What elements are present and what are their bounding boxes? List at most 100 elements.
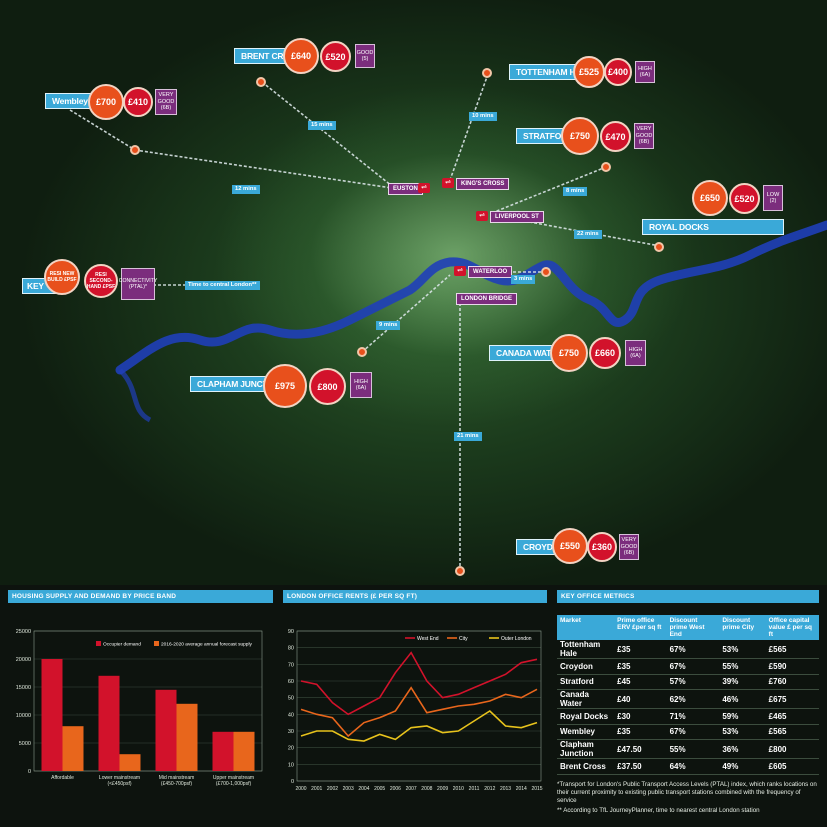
brent-location-marker — [256, 77, 266, 87]
metrics-header: Discount prime West End — [666, 615, 720, 640]
table-cell: 57% — [666, 674, 720, 690]
rents-y-tick: 40 — [288, 712, 294, 718]
table-row: Royal Docks £30 71% 59% £465 — [557, 708, 819, 725]
rents-series-outer-london — [300, 709, 538, 742]
croydon-time: 21 mins — [454, 432, 482, 441]
housing-y-tick: 20000 — [16, 657, 31, 663]
table-cell: Tottenham Hale — [557, 640, 615, 659]
table-cell: £760 — [765, 674, 819, 690]
table-cell: 55% — [719, 658, 766, 675]
rents-x-tick: 2006 — [390, 786, 401, 792]
stratford-second-hand-price: £470 — [600, 121, 631, 152]
rents-x-tick: 2001 — [311, 786, 322, 792]
table-row: Clapham Junction £47.50 55% 36% £800 — [557, 739, 819, 759]
housing-y-tick: 5000 — [19, 741, 31, 747]
table-cell: £30 — [614, 708, 667, 725]
table-cell: £35 — [614, 724, 667, 740]
rents-line-chart: 0 10 20 30 40 50 60 70 80 90 2000 2001 2002 2003 2004 2… — [288, 629, 543, 792]
table-cell: £35 — [614, 658, 667, 675]
clapham-new-build-price: £975 — [263, 364, 307, 408]
croydon-ptal: VERY GOOD (6B) — [619, 534, 639, 560]
clapham-ptal: HIGH (6A) — [350, 372, 372, 398]
table-cell: 67% — [666, 724, 720, 740]
table-cell: £47.50 — [614, 739, 667, 759]
metrics-panel: KEY OFFICE METRICS Market Prime office ER… — [557, 590, 819, 815]
footnote-journey: ** According to TfL JourneyPlanner, time… — [557, 806, 760, 814]
housing-bar-demand — [212, 731, 234, 771]
clapham-time: 9 mins — [376, 321, 401, 330]
housing-plot-frame — [33, 630, 263, 772]
tottenham-location-marker — [482, 68, 492, 78]
table-row: Tottenham Hale £35 67% 53% £565 — [557, 640, 819, 659]
rents-x-tick: 2009 — [437, 786, 448, 792]
table-cell: Brent Cross — [557, 758, 615, 775]
table-cell: Croydon — [557, 658, 615, 675]
table-cell: 36% — [719, 739, 766, 759]
kings-cross-station: KING'S CROSS — [456, 178, 510, 190]
table-cell: 59% — [719, 708, 766, 725]
table-cell: £35 — [614, 640, 667, 659]
metrics-header: Market — [557, 615, 615, 640]
table-cell: Wembley — [557, 724, 615, 740]
housing-title: HOUSING SUPPLY AND DEMAND BY PRICE BAND — [8, 590, 273, 603]
housing-bar-supply — [176, 703, 198, 771]
housing-legend-swatch — [96, 641, 101, 646]
royal-ptal: LOW (2) — [763, 185, 783, 211]
rents-y-tick: 50 — [288, 696, 294, 702]
euston-rail-icon: ⇌ — [418, 183, 430, 193]
housing-panel: HOUSING SUPPLY AND DEMAND BY PRICE BAND … — [8, 590, 273, 808]
housing-y-tick: 15000 — [16, 685, 31, 691]
metrics-header: Discount prime City — [719, 615, 766, 640]
wembley-location-marker — [130, 145, 140, 155]
tottenham-ptal: HIGH (6A) — [635, 61, 655, 83]
canada-location-marker — [541, 267, 551, 277]
canada-time: 3 mins — [511, 275, 536, 284]
river-branch — [118, 368, 152, 423]
wembley-time: 12 mins — [232, 185, 260, 194]
stratford-location-marker — [601, 162, 611, 172]
canada-new-build-price: £750 — [550, 334, 588, 372]
table-row: Canada Water £40 62% 46% £675 — [557, 689, 819, 709]
table-cell: 46% — [719, 689, 766, 709]
rents-y-tick: 0 — [291, 779, 294, 785]
table-cell: 71% — [666, 708, 720, 725]
rents-y-tick: 70 — [288, 662, 294, 668]
housing-legend-label: Occupier demand — [103, 642, 141, 648]
london-bridge-station: LONDON BRIDGE — [456, 293, 517, 305]
croydon-new-build-price: £550 — [552, 528, 588, 564]
royal-time: 22 mins — [574, 230, 602, 239]
liverpool-station: LIVERPOOL ST — [490, 211, 544, 223]
table-cell: £565 — [765, 640, 819, 659]
table-cell: £40 — [614, 689, 667, 709]
brent-time: 15 mins — [308, 121, 336, 130]
river-thames — [115, 220, 827, 375]
wembley-second-hand-price: £410 — [123, 87, 153, 117]
rents-x-tick: 2010 — [453, 786, 464, 792]
housing-x-tick: Upper mainstream (£700-1,000psf) — [213, 775, 254, 787]
housing-x-tick: Affordable — [51, 775, 74, 781]
kings-cross-rail-icon: ⇌ — [442, 178, 454, 188]
rents-x-tick: 2013 — [500, 786, 511, 792]
table-cell: £605 — [765, 758, 819, 775]
table-cell: 53% — [719, 640, 766, 659]
waterloo-station: WATERLOO — [468, 266, 513, 278]
wembley-ptal: VERY GOOD (6B) — [155, 89, 177, 115]
housing-y-tick: 25000 — [16, 629, 31, 635]
housing-bar-demand — [41, 659, 63, 771]
clapham-second-hand-price: £800 — [309, 368, 346, 405]
rents-x-tick: 2012 — [484, 786, 495, 792]
rents-x-tick: 2014 — [516, 786, 527, 792]
table-cell: Canada Water — [557, 689, 615, 709]
table-row: Wembley £35 67% 53% £565 — [557, 724, 819, 740]
housing-bar-demand — [98, 675, 120, 771]
rents-title: LONDON OFFICE RENTS (£ PER SQ FT) — [283, 590, 547, 603]
london-map: Wembley £700 £410 VERY GOOD (6B) BRENT C… — [0, 0, 827, 585]
brent-ptal: GOOD (5) — [355, 44, 375, 68]
table-cell: 49% — [719, 758, 766, 775]
table-cell: Clapham Junction — [557, 739, 615, 759]
rents-x-tick: 2011 — [469, 786, 480, 792]
table-cell: £675 — [765, 689, 819, 709]
housing-y-tick: 10000 — [16, 713, 31, 719]
rents-y-tick: 10 — [288, 762, 294, 768]
canada-ptal: HIGH (6A) — [625, 340, 646, 366]
